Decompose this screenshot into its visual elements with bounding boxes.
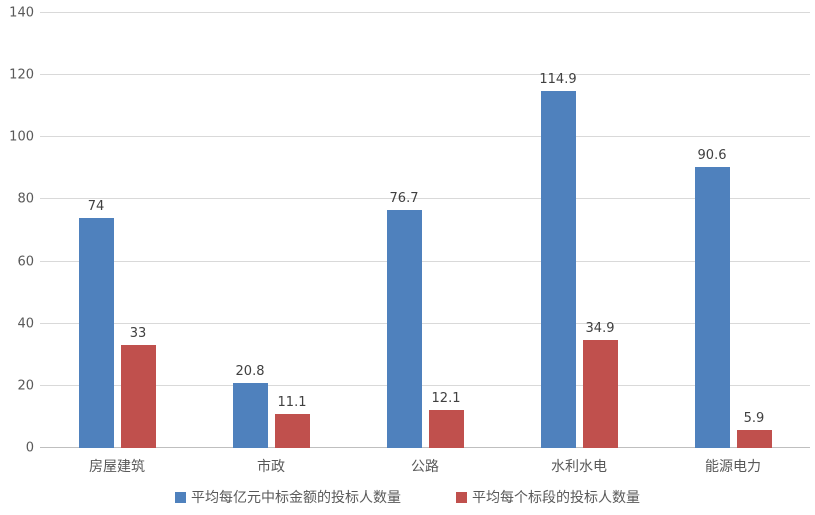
series-1-bar-category-2[interactable]: 20.8 bbox=[232, 364, 268, 448]
category-label-4: 水利水电 bbox=[551, 459, 607, 475]
bar-slot: 12.1 bbox=[428, 13, 464, 448]
data-label: 34.9 bbox=[585, 320, 615, 336]
bar-slot: 33 bbox=[120, 13, 156, 448]
data-label: 74 bbox=[87, 199, 105, 215]
bar-group-1: 74 33 bbox=[40, 13, 194, 448]
legend-item-2[interactable]: 平均每个标段的投标人数量 bbox=[456, 487, 640, 507]
gridline bbox=[40, 384, 810, 386]
gridline bbox=[40, 12, 810, 13]
bar-slot: 34.9 bbox=[582, 13, 618, 448]
category-label-2: 市政 bbox=[257, 459, 285, 475]
gridline bbox=[40, 74, 810, 76]
bar-slot: 90.6 bbox=[694, 13, 730, 448]
data-label: 11.1 bbox=[277, 394, 307, 410]
y-axis-tick-label: 20 bbox=[17, 378, 34, 394]
category-label-1: 房屋建筑 bbox=[89, 459, 145, 475]
data-label: 114.9 bbox=[539, 72, 577, 87]
legend-item-1[interactable]: 平均每亿元中标金额的投标人数量 bbox=[175, 487, 401, 507]
category-label-5: 能源电力 bbox=[705, 459, 761, 475]
x-axis-line bbox=[40, 447, 810, 448]
data-label: 20.8 bbox=[235, 364, 265, 380]
category-label-3: 公路 bbox=[411, 459, 439, 475]
legend-label: 平均每个标段的投标人数量 bbox=[472, 490, 640, 506]
bar-group-3: 76.7 12.1 bbox=[348, 13, 502, 448]
data-label: 33 bbox=[129, 326, 147, 342]
bar-slot: 114.9 bbox=[539, 13, 577, 448]
legend-swatch-icon bbox=[456, 491, 467, 503]
series-2-bar-category-3[interactable]: 12.1 bbox=[428, 391, 464, 448]
bar-slot: 11.1 bbox=[274, 13, 310, 448]
series-2-bar-category-1[interactable]: 33 bbox=[120, 326, 156, 448]
bar-group-2: 20.8 11.1 bbox=[194, 13, 348, 448]
data-label: 5.9 bbox=[743, 410, 765, 426]
bar-slot: 20.8 bbox=[232, 13, 268, 448]
gridline bbox=[40, 198, 810, 200]
series-1-bar-category-3[interactable]: 76.7 bbox=[386, 191, 422, 448]
gridline bbox=[40, 322, 810, 324]
y-axis-tick-label: 60 bbox=[17, 254, 34, 270]
series-2-bar-category-5[interactable]: 5.9 bbox=[736, 411, 772, 448]
chart-legend: 平均每亿元中标金额的投标人数量 平均每个标段的投标人数量 bbox=[0, 487, 815, 507]
gridline bbox=[40, 260, 810, 262]
bar-group-4: 114.9 34.9 bbox=[502, 13, 656, 448]
gridline bbox=[40, 136, 810, 138]
y-axis-tick-label: 80 bbox=[17, 191, 34, 207]
bar-slot: 5.9 bbox=[736, 13, 772, 448]
data-label: 76.7 bbox=[389, 190, 419, 206]
y-axis-tick-label: 120 bbox=[9, 67, 34, 83]
bar-groups: 74 33 20.8 11.1 76.7 12.1 114.9 34.9 90.6 5.9 bbox=[40, 13, 810, 448]
legend-swatch-icon bbox=[175, 491, 186, 503]
bar-group-5: 90.6 5.9 bbox=[656, 13, 810, 448]
y-axis-tick-label: 100 bbox=[9, 129, 34, 145]
bar-slot: 74 bbox=[78, 13, 114, 448]
series-1-bar-category-5[interactable]: 90.6 bbox=[694, 148, 730, 448]
bar-slot: 76.7 bbox=[386, 13, 422, 448]
series-2-bar-category-2[interactable]: 11.1 bbox=[274, 395, 310, 448]
y-axis-tick-label: 0 bbox=[25, 440, 34, 456]
data-label: 12.1 bbox=[431, 391, 461, 407]
x-axis-category-labels: 房屋建筑 市政 公路 水利水电 能源电力 bbox=[40, 456, 810, 476]
y-axis-tick-label: 40 bbox=[17, 316, 34, 332]
data-label: 90.6 bbox=[697, 147, 727, 163]
y-axis-tick-label: 140 bbox=[9, 5, 34, 21]
series-1-bar-category-1[interactable]: 74 bbox=[78, 199, 114, 448]
series-1-bar-category-4[interactable]: 114.9 bbox=[539, 72, 577, 448]
plot-area: 0 20 40 60 80 100 120 140 74 33 20.8 11.1 76.7 12.1 11… bbox=[9, 6, 810, 456]
series-2-bar-category-4[interactable]: 34.9 bbox=[582, 321, 618, 448]
legend-label: 平均每亿元中标金额的投标人数量 bbox=[191, 490, 401, 506]
